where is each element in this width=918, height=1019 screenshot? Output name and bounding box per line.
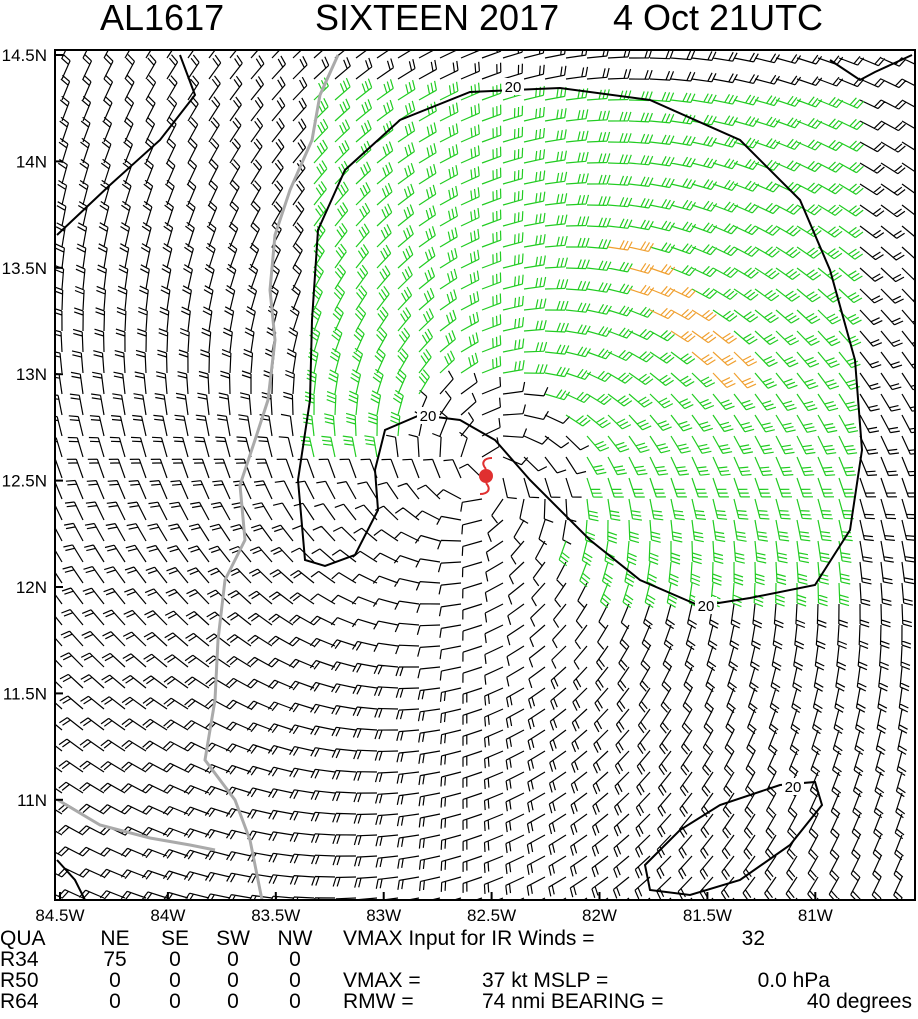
table-note: 74 nmi BEARING =: [482, 990, 663, 1013]
contour: [56, 859, 86, 900]
contour: [56, 54, 197, 236]
contour: [829, 54, 913, 82]
table-cell: 75: [103, 948, 126, 971]
contour-label: 20: [785, 779, 802, 796]
storm-center: [479, 469, 493, 483]
table-cell: 0: [227, 969, 239, 992]
lat-label: 13N: [16, 365, 47, 384]
table-note: 37 kt MSLP =: [482, 969, 608, 992]
table-cell: 0: [109, 969, 121, 992]
lat-label: 14N: [16, 152, 47, 171]
coastline: [203, 54, 340, 900]
lon-label: 84.5W: [35, 906, 84, 925]
wind-barbs-50kt: [607, 240, 758, 389]
table-cell: SW: [216, 927, 250, 950]
table-note: 0.0 hPa: [758, 969, 831, 992]
lat-label: 11.5N: [3, 684, 47, 703]
table-cell: QUA: [0, 927, 46, 950]
table-cell: 0: [227, 990, 239, 1013]
lon-label: 84W: [150, 906, 185, 925]
wind-barbs: [55, 50, 915, 900]
lat-label: 12N: [16, 578, 47, 597]
labels: 14.5N 14N 13.5N 13N 12.5N 12N 11.5N 11N 84.5W 84W…: [2, 46, 833, 925]
table-cell: NW: [278, 927, 313, 950]
analysis-time: 4 Oct 21UTC: [613, 0, 823, 38]
coastline: [57, 798, 216, 852]
contour-label-bg: [417, 407, 439, 424]
table-cell: NE: [100, 927, 129, 950]
table-note: VMAX =: [343, 969, 421, 992]
table-cell: 0: [169, 948, 181, 971]
lon-label: 83.5W: [251, 906, 300, 925]
table-cell: 0: [169, 969, 181, 992]
table-cell: 0: [289, 969, 301, 992]
storm-name: SIXTEEN 2017: [315, 0, 559, 38]
table-note: 32: [742, 927, 765, 950]
lat-label: 12.5N: [2, 472, 47, 491]
overlay: [56, 54, 913, 900]
wind-barbs-34kt: [300, 77, 865, 609]
table-note: VMAX Input for IR Winds =: [343, 927, 595, 950]
contour-label-bg: [695, 597, 717, 614]
table-cell: 0: [289, 948, 301, 971]
table-cell: 0: [109, 990, 121, 1013]
contour-label: 20: [505, 79, 522, 96]
storm-symbol: [479, 457, 493, 495]
table-note: 40 degrees: [807, 990, 912, 1013]
lon-label: 81W: [798, 906, 833, 925]
table-cell: 0: [169, 990, 181, 1013]
table-cell: SE: [161, 927, 189, 950]
contour: [643, 780, 824, 897]
lon-label: 82W: [582, 906, 617, 925]
table-cell: 0: [227, 948, 239, 971]
table-cell: R64: [0, 990, 39, 1013]
contour-label-bg: [502, 78, 524, 95]
lat-label: 14.5N: [2, 46, 47, 65]
lat-label: 11N: [17, 791, 47, 810]
table-cell: R34: [0, 948, 39, 971]
table-note: RMW =: [343, 990, 414, 1013]
lon-label: 82.5W: [467, 906, 516, 925]
lon-label: 83W: [366, 906, 401, 925]
map-frame: [54, 49, 916, 901]
lat-label: 13.5N: [2, 259, 47, 278]
storm-id: AL1617: [100, 0, 224, 38]
table-cell: 0: [289, 990, 301, 1013]
contour-label: 20: [698, 598, 715, 615]
lon-label: 81.5W: [683, 906, 732, 925]
contour-label: 20: [420, 408, 437, 425]
table-cell: R50: [0, 969, 39, 992]
contour: [296, 86, 864, 608]
contour-label-bg: [782, 778, 804, 795]
